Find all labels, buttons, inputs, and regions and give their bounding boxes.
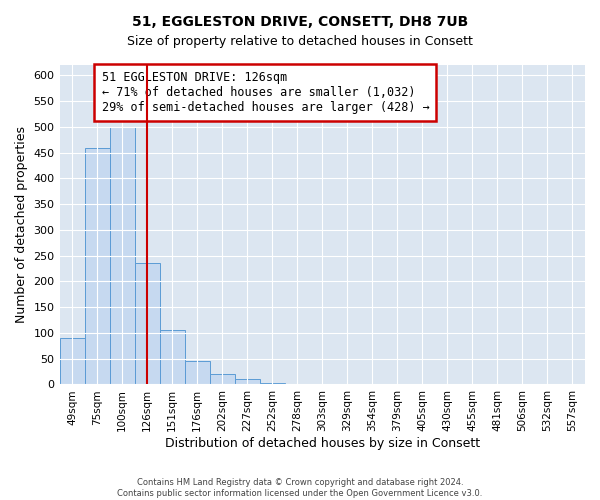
- Text: 51, EGGLESTON DRIVE, CONSETT, DH8 7UB: 51, EGGLESTON DRIVE, CONSETT, DH8 7UB: [132, 15, 468, 29]
- Y-axis label: Number of detached properties: Number of detached properties: [15, 126, 28, 323]
- Bar: [110, 127, 134, 384]
- X-axis label: Distribution of detached houses by size in Consett: Distribution of detached houses by size …: [165, 437, 480, 450]
- Text: Size of property relative to detached houses in Consett: Size of property relative to detached ho…: [127, 35, 473, 48]
- Bar: [160, 330, 185, 384]
- Bar: [134, 263, 160, 384]
- Bar: [185, 362, 209, 384]
- Bar: [59, 338, 85, 384]
- Text: Contains HM Land Registry data © Crown copyright and database right 2024.
Contai: Contains HM Land Registry data © Crown c…: [118, 478, 482, 498]
- Bar: [209, 374, 235, 384]
- Bar: [85, 148, 110, 384]
- Bar: [235, 380, 260, 384]
- Text: 51 EGGLESTON DRIVE: 126sqm
← 71% of detached houses are smaller (1,032)
29% of s: 51 EGGLESTON DRIVE: 126sqm ← 71% of deta…: [101, 72, 430, 114]
